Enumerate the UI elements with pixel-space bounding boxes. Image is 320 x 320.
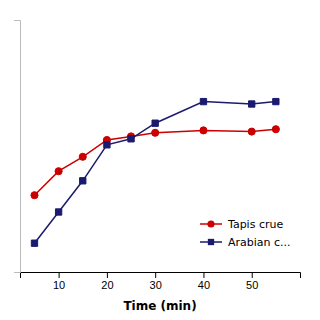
x-tick: 30 xyxy=(150,272,162,291)
legend: Tapis crue Arabian c... xyxy=(200,218,291,249)
series-marker xyxy=(80,178,86,184)
series-marker xyxy=(128,136,134,142)
legend-item: Tapis crue xyxy=(200,218,283,231)
series-marker xyxy=(249,101,255,107)
legend-item: Arabian c... xyxy=(200,236,291,249)
x-axis: 10 20 30 40 50 xyxy=(21,272,301,291)
chart: 10 20 30 40 50 Tapis crue Arabian c... Time (mi… xyxy=(0,0,320,320)
x-tick-label: 50 xyxy=(246,279,258,291)
series-marker xyxy=(200,98,206,104)
series-marker xyxy=(31,240,37,246)
series-marker xyxy=(55,209,61,215)
series-marker xyxy=(272,126,279,133)
x-tick: 50 xyxy=(246,272,258,291)
legend-swatch-marker xyxy=(208,239,214,245)
x-tick-mark xyxy=(107,272,108,278)
series-marker xyxy=(273,98,279,104)
series-marker xyxy=(152,120,158,126)
x-tick-mark xyxy=(155,272,156,278)
x-tick: 40 xyxy=(198,272,210,291)
series-marker xyxy=(248,128,255,135)
series-marker xyxy=(31,192,38,199)
x-tick-mark xyxy=(59,272,60,278)
y-axis xyxy=(14,21,21,273)
legend-swatch-marker xyxy=(207,220,214,227)
series-marker xyxy=(55,168,62,175)
series-marker xyxy=(152,129,159,136)
series-marker xyxy=(200,127,207,134)
series-marker xyxy=(104,142,110,148)
y-axis-line xyxy=(14,21,21,273)
series-line xyxy=(34,129,275,195)
x-tick-mark xyxy=(252,272,253,278)
legend-label: Tapis crue xyxy=(227,218,283,231)
x-axis-line xyxy=(21,273,301,279)
x-axis-title: Time (min) xyxy=(123,299,196,313)
x-tick-label: 20 xyxy=(101,279,113,291)
legend-label: Arabian c... xyxy=(228,236,291,249)
x-tick-mark xyxy=(203,272,204,278)
x-tick-label: 40 xyxy=(198,279,210,291)
x-tick-label: 30 xyxy=(150,279,162,291)
plot: 10 20 30 40 50 Tapis crue Arabian c... xyxy=(14,21,301,291)
series-marker xyxy=(79,153,86,160)
x-tick: 20 xyxy=(101,272,113,291)
x-tick-label: 10 xyxy=(53,279,65,291)
x-tick: 10 xyxy=(53,272,65,291)
